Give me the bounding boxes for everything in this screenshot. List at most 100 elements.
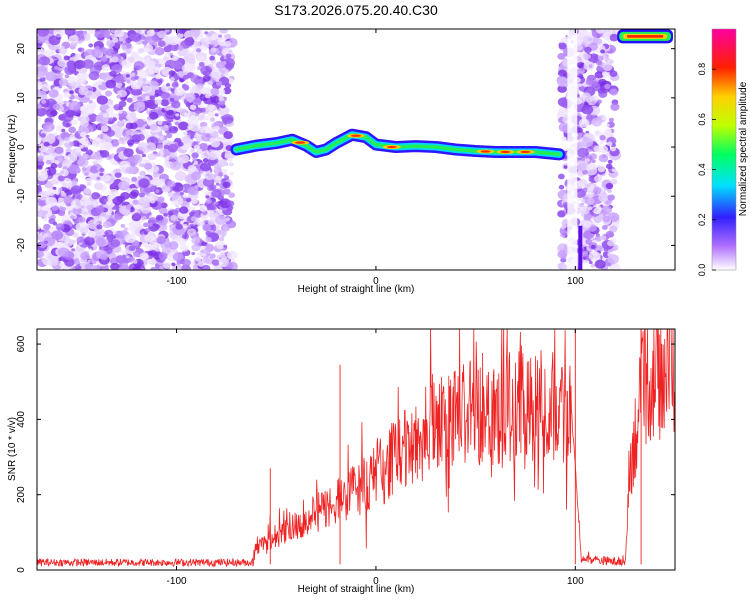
noise-blob	[219, 198, 232, 209]
noise-blob	[152, 171, 160, 178]
noise-blob	[147, 153, 157, 161]
colorbar-ticks: 0.0 0.2 0.4 0.6 0.8	[697, 63, 716, 276]
noise-blob	[55, 223, 65, 231]
noise-blob	[584, 46, 592, 54]
noise-blob	[598, 145, 609, 154]
noise-blob	[78, 86, 89, 96]
noise-blob	[591, 159, 596, 164]
noise-blob	[79, 145, 84, 149]
y-tick-label: 200	[16, 486, 27, 503]
noise-blob	[66, 122, 71, 127]
noise-blob	[187, 224, 191, 228]
noise-blob	[37, 59, 44, 65]
spectrogram-frame	[36, 28, 676, 271]
noise-blob	[46, 188, 56, 197]
noise-blob	[223, 188, 231, 195]
noise-blob	[136, 90, 143, 96]
noise-blob	[601, 225, 608, 230]
y-tick-label: -10	[16, 189, 27, 204]
tone-hotspot-core	[386, 145, 397, 149]
noise-blob	[210, 88, 220, 96]
noise-blob	[76, 113, 81, 117]
noise-blob	[602, 62, 613, 72]
noise-blob	[197, 108, 202, 111]
noise-blob	[580, 67, 585, 71]
noise-blob	[162, 56, 169, 61]
snr-x-ticks: -100 0 100	[167, 329, 584, 587]
noise-blob	[37, 107, 47, 117]
noise-blob	[141, 265, 145, 269]
noise-blob	[172, 55, 179, 61]
noise-blob	[83, 263, 95, 270]
noise-blob	[172, 252, 184, 262]
noise-blob	[163, 153, 168, 158]
noise-blob	[138, 162, 144, 167]
noise-blob	[228, 162, 234, 167]
noise-blob	[207, 219, 215, 226]
noise-blob	[602, 216, 611, 223]
noise-blob	[602, 251, 607, 256]
noise-blob	[37, 165, 43, 170]
noise-blob	[608, 117, 615, 123]
noise-blob	[205, 198, 212, 204]
noise-blob	[590, 263, 596, 268]
noise-blob	[92, 137, 102, 145]
noise-blob	[189, 148, 196, 153]
noise-blob	[85, 134, 90, 138]
noise-blob	[110, 262, 120, 270]
noise-blob	[42, 217, 48, 222]
noise-blob	[103, 141, 113, 150]
noise-blob	[80, 252, 90, 261]
noise-blob	[118, 180, 130, 191]
noise-blob	[561, 264, 568, 270]
noise-blob	[65, 161, 69, 165]
noise-blob	[172, 194, 179, 200]
noise-blob	[132, 266, 139, 270]
noise-blob	[170, 151, 178, 158]
noise-blob	[224, 83, 232, 89]
noise-blob	[609, 225, 618, 233]
noise-blob	[187, 124, 193, 130]
noise-blob	[603, 129, 613, 138]
noise-blob	[69, 90, 74, 95]
noise-blob	[200, 65, 213, 76]
noise-blob	[110, 139, 120, 147]
noise-blob	[161, 125, 169, 132]
noise-blob	[137, 48, 144, 54]
noise-blob	[112, 183, 117, 187]
noise-blob	[64, 29, 76, 36]
noise-blob	[197, 55, 205, 61]
noise-blob	[106, 107, 114, 115]
noise-blob	[182, 74, 189, 80]
noise-blob	[61, 128, 66, 133]
noise-blob	[149, 95, 156, 101]
noise-blob	[607, 194, 615, 201]
noise-blob	[607, 240, 615, 247]
noise-blob	[108, 189, 119, 198]
noise-blob	[211, 40, 218, 46]
noise-blob	[120, 192, 130, 200]
noise-blob	[223, 40, 232, 47]
noise-blob	[582, 220, 592, 228]
noise-blob	[67, 153, 78, 162]
noise-blob	[125, 255, 130, 259]
noise-blob	[114, 81, 123, 88]
noise-blob	[166, 133, 173, 139]
noise-blob	[79, 115, 90, 124]
noise-blob	[125, 130, 132, 136]
noise-blob	[586, 197, 595, 205]
noise-blob	[58, 187, 63, 191]
noise-blob	[606, 163, 613, 169]
noise-blob	[229, 171, 234, 176]
noise-blob	[593, 96, 599, 101]
noise-blob	[179, 191, 185, 196]
noise-blob	[67, 76, 76, 83]
noise-blob	[155, 189, 160, 193]
noise-blob	[82, 140, 91, 148]
noise-blob	[211, 259, 220, 266]
noise-blob	[146, 29, 155, 37]
noise-blob	[171, 100, 181, 109]
noise-blob	[598, 193, 609, 203]
noise-blob	[130, 104, 135, 108]
